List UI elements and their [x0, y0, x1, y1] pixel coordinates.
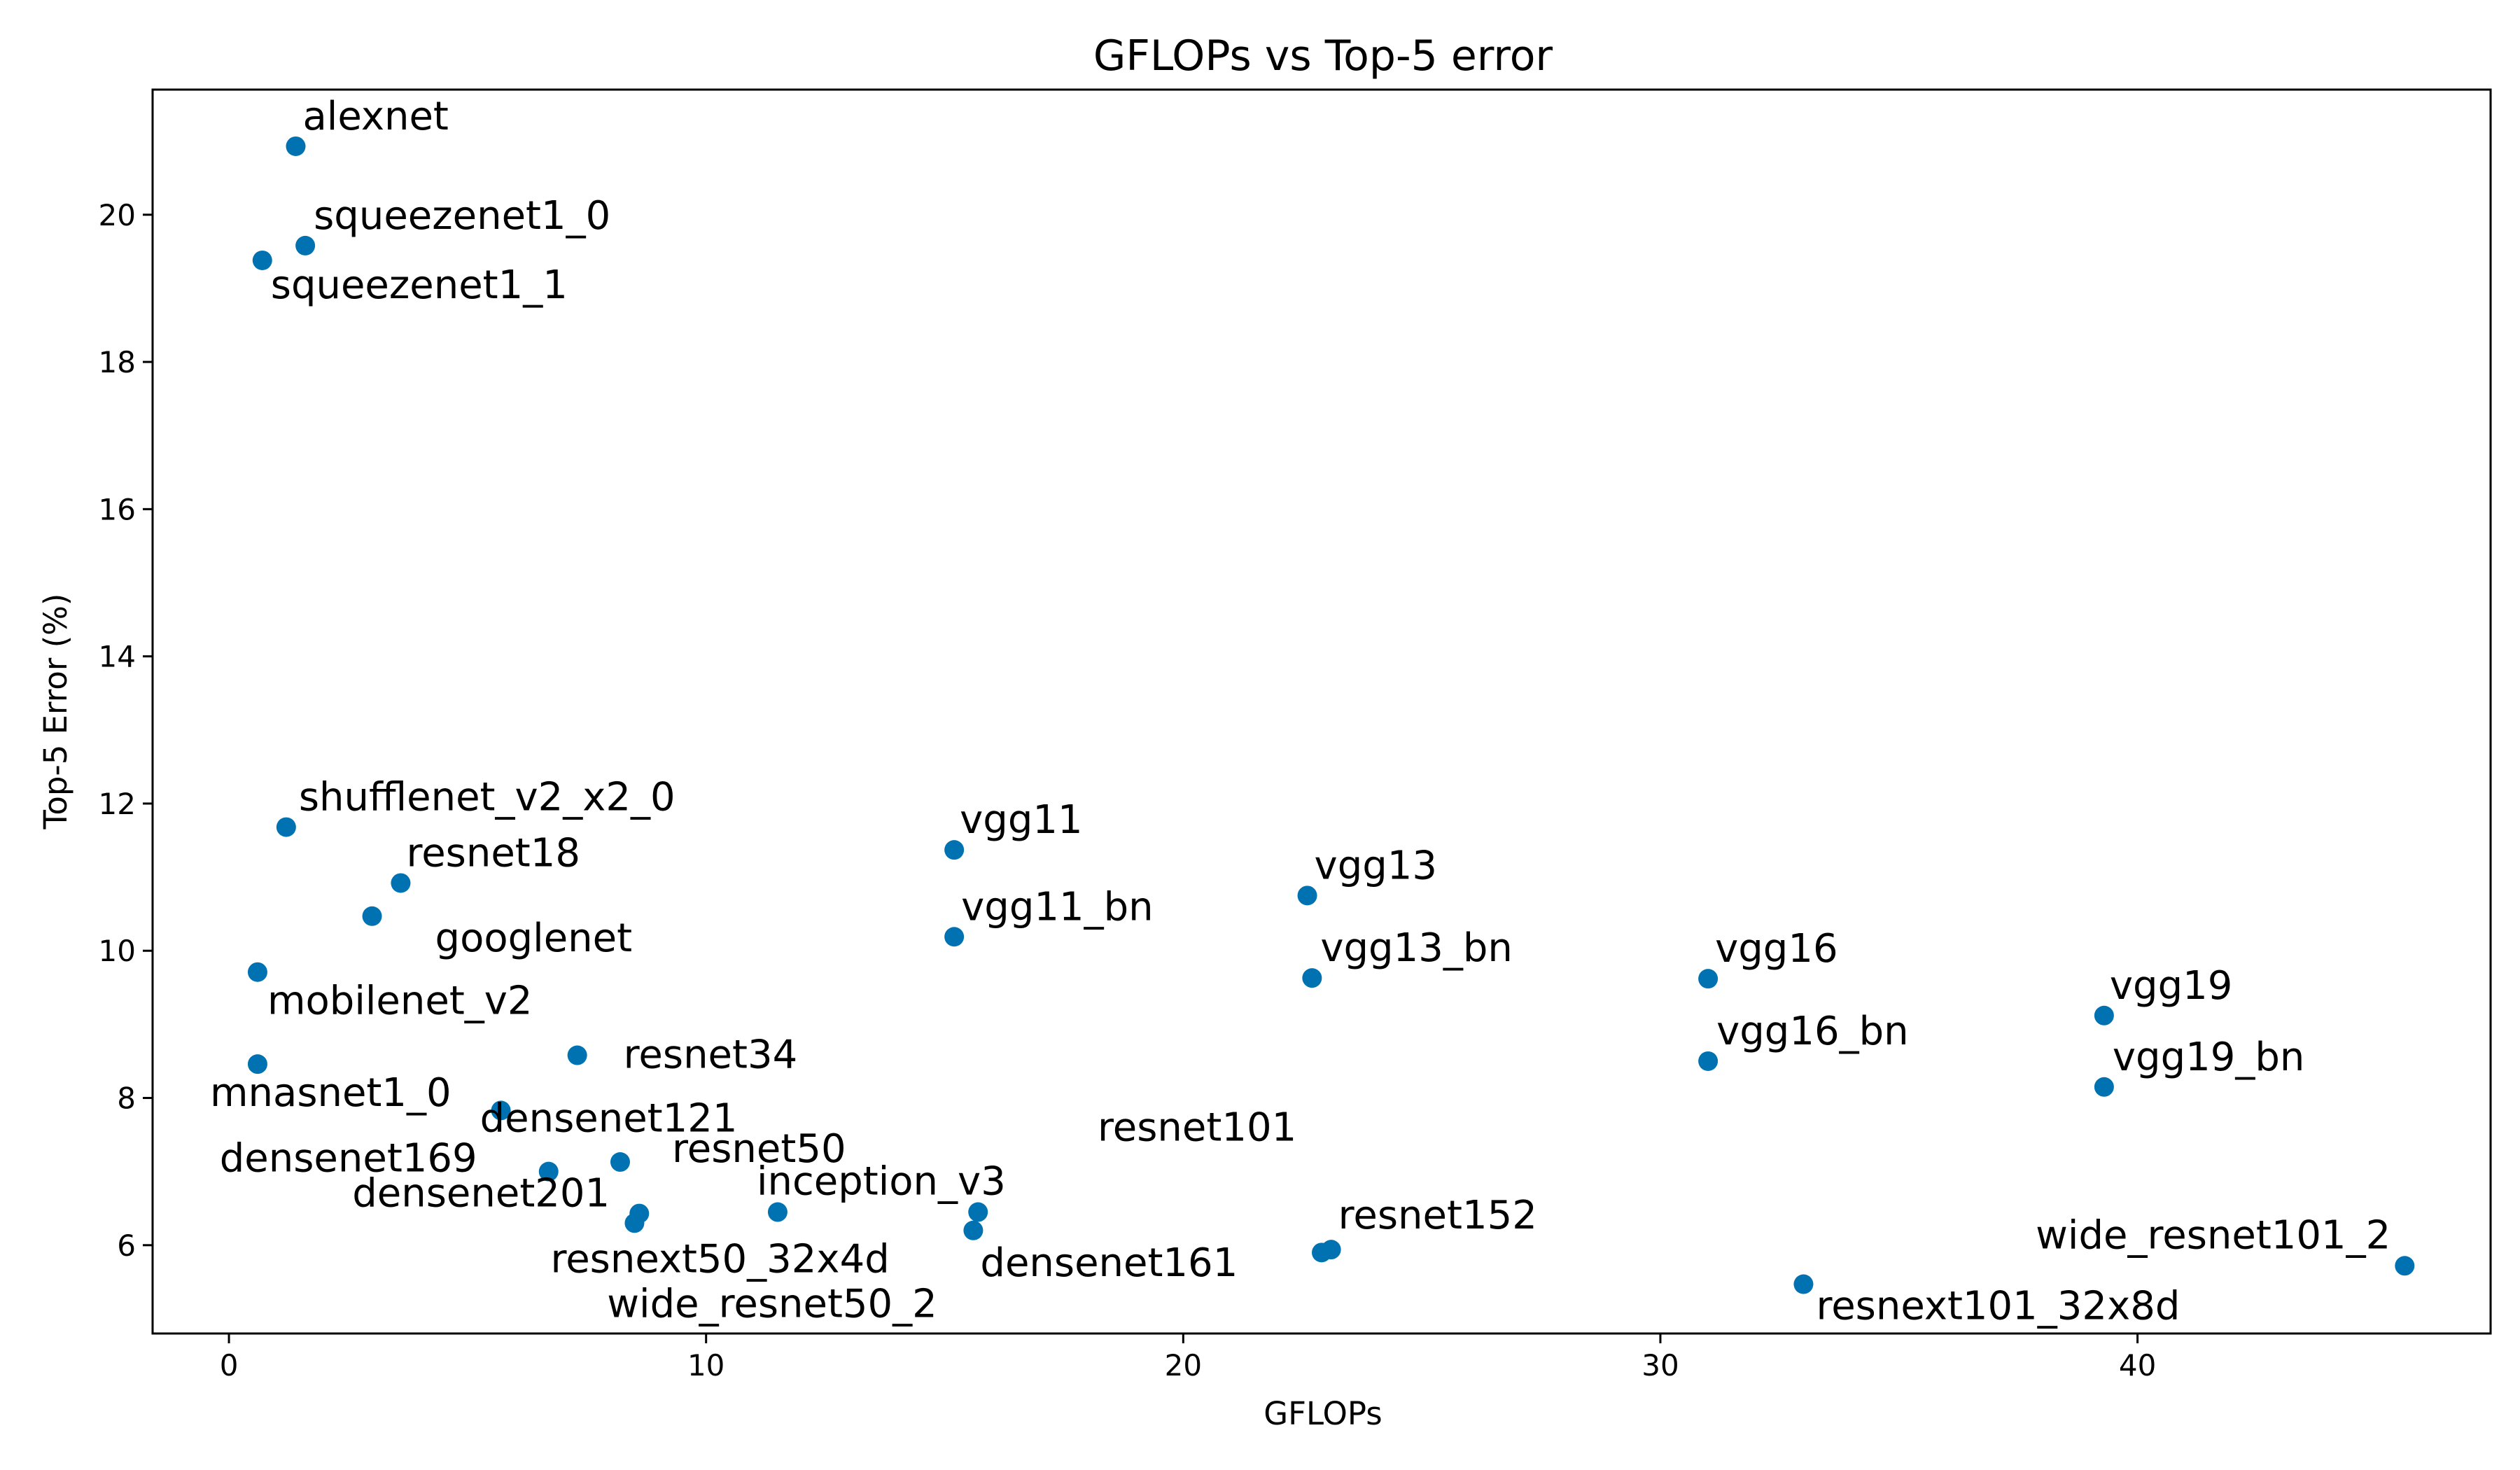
data-point: [1297, 886, 1317, 906]
data-point: [252, 250, 272, 270]
data-point: [247, 962, 267, 982]
data-point: [247, 1054, 267, 1074]
point-label: mobilenet_v2: [267, 979, 533, 1024]
data-points: [247, 136, 2415, 1294]
point-label: resnet50: [672, 1126, 846, 1172]
y-axis-label: Top-5 Error (%): [37, 594, 74, 830]
y-axis: 6 8 10 12 14 16 18 20: [99, 198, 153, 1263]
data-point: [624, 1213, 645, 1233]
data-point: [286, 136, 306, 156]
data-point: [1698, 1051, 1718, 1071]
point-label: vgg16: [1715, 926, 1838, 972]
point-label: densenet201: [352, 1171, 610, 1217]
data-point: [2094, 1077, 2114, 1097]
point-label: googlenet: [435, 916, 633, 961]
point-label: vgg19: [2110, 963, 2233, 1009]
data-point: [2094, 1005, 2114, 1026]
point-label: squeezenet1_0: [314, 193, 610, 239]
data-point: [1698, 969, 1718, 989]
point-label: vgg11_bn: [961, 884, 1154, 930]
x-tick-label: 40: [2119, 1348, 2156, 1382]
y-tick-label: 18: [99, 345, 136, 379]
point-label: vgg13: [1315, 843, 1438, 888]
point-label: vgg19_bn: [2113, 1035, 2305, 1080]
point-label: vgg11: [960, 797, 1083, 843]
point-label: resnet101: [1098, 1105, 1296, 1150]
point-label: shufflenet_v2_x2_0: [299, 775, 676, 820]
x-tick-label: 20: [1165, 1348, 1202, 1382]
y-tick-label: 6: [117, 1228, 136, 1263]
point-label: resnet18: [406, 830, 580, 876]
data-point: [1793, 1274, 1814, 1294]
data-point: [944, 840, 965, 860]
x-tick-label: 30: [1642, 1348, 1679, 1382]
data-point: [944, 927, 965, 947]
point-label: vgg13_bn: [1320, 925, 1513, 971]
point-label: alexnet: [302, 94, 448, 139]
data-point: [295, 235, 316, 255]
chart-title: GFLOPs vs Top-5 error: [1093, 31, 1553, 80]
data-point: [538, 1161, 559, 1182]
data-point: [491, 1100, 511, 1121]
point-label: wide_resnet50_2: [607, 1282, 937, 1327]
y-tick-label: 16: [99, 492, 136, 526]
data-point: [610, 1152, 630, 1172]
data-point: [276, 817, 296, 837]
x-tick-label: 10: [687, 1348, 724, 1382]
point-label: resnet34: [624, 1032, 798, 1078]
data-point: [963, 1220, 983, 1240]
data-point: [1302, 968, 1322, 988]
point-label: resnext101_32x8d: [1816, 1284, 2180, 1329]
data-point: [362, 906, 382, 926]
data-point: [968, 1202, 988, 1222]
plot-frame: [151, 88, 2492, 1335]
point-label: squeezenet1_1: [271, 262, 568, 308]
x-axis: 0 10 20 30 40: [220, 1334, 2156, 1382]
x-tick-label: 0: [220, 1348, 239, 1382]
data-point: [567, 1045, 587, 1065]
point-label: wide_resnet101_2: [2036, 1212, 2390, 1258]
x-axis-label: GFLOPs: [1264, 1395, 1382, 1432]
y-tick-label: 14: [99, 640, 136, 674]
point-label: resnet152: [1338, 1193, 1537, 1238]
point-labels: alexnet squeezenet1_0 squeezenet1_1shuffle…: [210, 94, 2390, 1329]
point-label: vgg16_bn: [1716, 1009, 1909, 1054]
data-point: [391, 873, 411, 893]
data-point: [767, 1202, 788, 1222]
data-point: [1321, 1240, 1341, 1260]
y-tick-label: 20: [99, 198, 136, 232]
point-label: densenet161: [980, 1240, 1238, 1286]
y-tick-label: 10: [99, 934, 136, 968]
point-label: resnext50_32x4d: [550, 1236, 889, 1282]
point-label: mnasnet1_0: [210, 1070, 451, 1116]
y-tick-label: 8: [117, 1082, 136, 1116]
point-label: densenet169: [220, 1136, 477, 1182]
point-label: inception_v3: [757, 1159, 1006, 1205]
y-tick-label: 12: [99, 787, 136, 821]
point-label: densenet121: [480, 1096, 738, 1141]
data-point: [2395, 1256, 2415, 1276]
